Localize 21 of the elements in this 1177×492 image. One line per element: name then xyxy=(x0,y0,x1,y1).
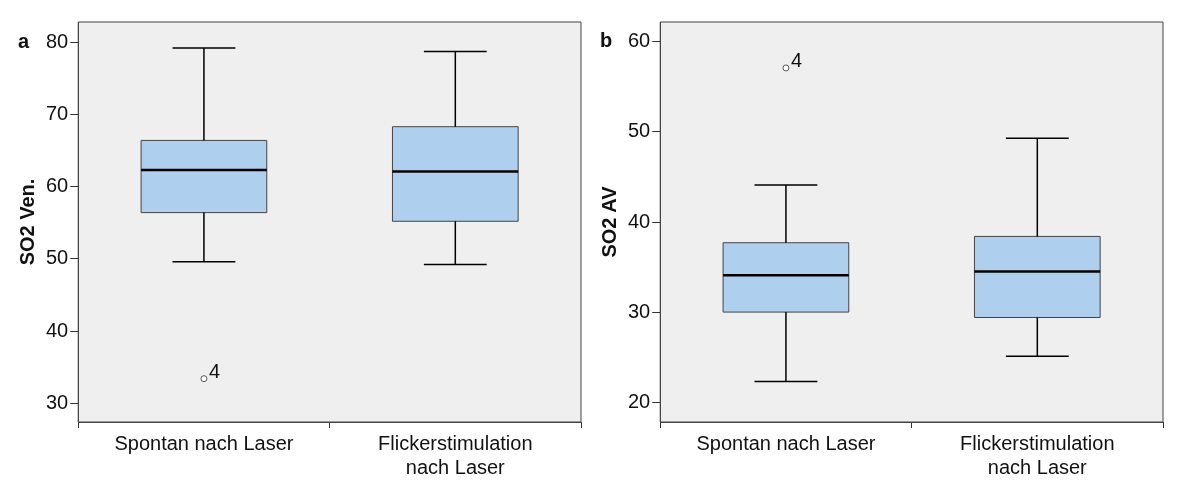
annotation: 4 xyxy=(790,49,803,72)
x-tick-label: Spontan nach Laser xyxy=(114,431,294,454)
chart-title: b xyxy=(600,29,613,52)
y-tick-label: 50 xyxy=(46,246,69,269)
x-tick-label: Flickerstimulation nach Laser xyxy=(378,431,533,478)
x-tick-label: Spontan nach Laser xyxy=(696,431,876,454)
y-tick-label: 60 xyxy=(628,29,651,52)
y-tick-label: 30 xyxy=(628,299,651,322)
y-tick-label: 40 xyxy=(628,209,651,232)
y-axis-title: SO2 Ven. xyxy=(15,178,38,266)
y-tick-label: 50 xyxy=(628,119,651,142)
y-tick-label: 30 xyxy=(46,390,69,413)
annotation: 4 xyxy=(208,360,221,383)
chart-title: a xyxy=(18,29,30,52)
y-axis-title: SO2 AV xyxy=(597,185,620,258)
y-tick-label: 70 xyxy=(46,101,69,124)
y-tick-label: 80 xyxy=(46,29,69,52)
y-tick-label: 40 xyxy=(46,318,69,341)
x-tick-label: Flickerstimulation nach Laser xyxy=(960,431,1115,478)
y-tick-label: 60 xyxy=(46,174,69,197)
y-tick-label: 20 xyxy=(628,389,651,412)
